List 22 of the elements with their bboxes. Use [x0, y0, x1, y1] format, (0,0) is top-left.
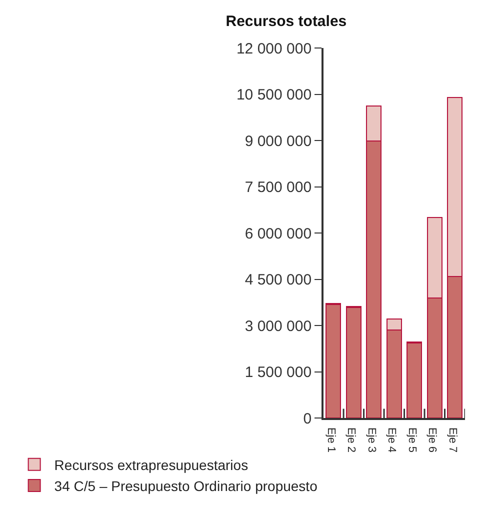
y-tick-label: 1 500 000: [244, 364, 312, 381]
x-tick-label: Eje 5: [406, 427, 418, 453]
x-tick-label: Eje 4: [386, 427, 398, 453]
x-tick-label: Eje 1: [324, 427, 337, 453]
y-tick-label: 6 000 000: [244, 225, 312, 242]
y-tick-label: 7 500 000: [244, 179, 312, 196]
x-tick-label: Eje 3: [365, 427, 378, 453]
legend-label: 34 C/5 – Presupuesto Ordinario propuesto: [54, 478, 318, 494]
x-tick-label: Eje 6: [426, 427, 438, 453]
y-tick-label: 4 500 000: [244, 272, 312, 288]
y-tick-label: 9 000 000: [244, 132, 312, 150]
y-tick-label: 3 000 000: [244, 318, 312, 335]
legend-label: Recursos extrapresupuestarios: [54, 456, 248, 473]
y-tick-label: 0: [303, 410, 312, 428]
y-tick-label: 12 000 000: [236, 40, 312, 58]
x-tick-label: Eje 2: [345, 427, 358, 453]
bar: [406, 342, 422, 418]
x-tick-label: Eje 7: [446, 427, 458, 453]
chart-title: Recursos totales: [226, 12, 347, 30]
bar: [326, 304, 342, 418]
y-tick-label: 10 500 000: [236, 86, 312, 104]
bar: [346, 307, 362, 418]
